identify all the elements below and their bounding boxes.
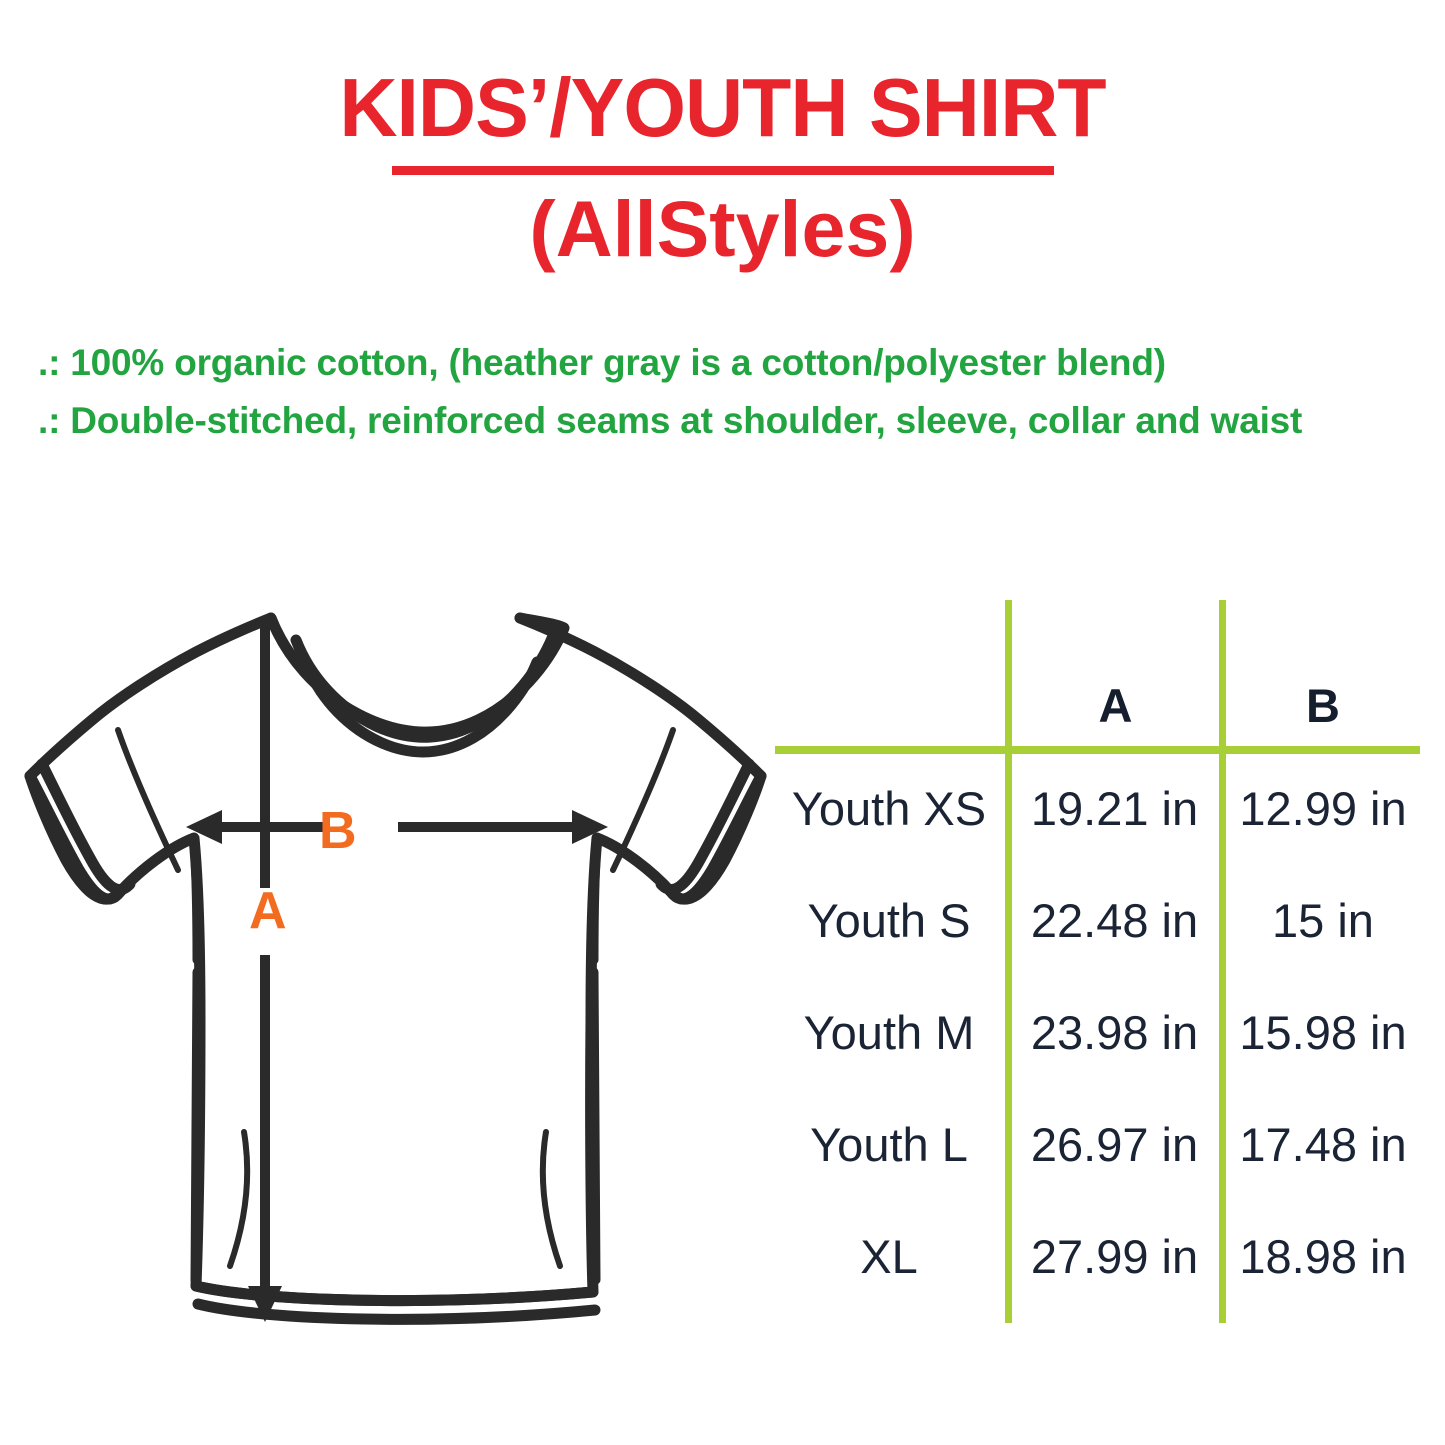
feature-list: .: 100% organic cotton, (heather gray is… (38, 334, 1428, 450)
cell-a: 19.21 in (1030, 782, 1199, 835)
cell-a: 22.48 in (1030, 894, 1199, 947)
measure-a-arrowhead (248, 1286, 282, 1322)
shirt-diagram (8, 580, 788, 1340)
cell-size: Youth XS (791, 782, 987, 835)
cell-b: 17.48 in (1239, 1118, 1407, 1171)
tshirt-outline-icon (24, 612, 767, 1325)
table-row: Youth M 23.98 in 15.98 in (775, 982, 1420, 1083)
cell-b: 18.98 in (1239, 1230, 1407, 1283)
cell-b: 12.99 in (1239, 782, 1407, 835)
cell-a: 27.99 in (1030, 1230, 1199, 1283)
cell-size: Youth L (810, 1118, 968, 1171)
page-title: KIDS’/YOUTH SHIRT (339, 61, 1106, 154)
page-subtitle: (AllStyles) (529, 184, 916, 273)
cell-a: 23.98 in (1030, 1006, 1199, 1059)
cell-size: Youth S (807, 894, 971, 947)
cell-b: 15 in (1272, 894, 1374, 947)
feature-line-construction: .: Double-stitched, reinforced seams at … (38, 400, 1303, 441)
table-header-b: B (1306, 679, 1340, 732)
cell-size: XL (860, 1230, 918, 1283)
title-block: KIDS’/YOUTH SHIRT (AllStyles) (0, 62, 1445, 272)
feature-line-material: .: 100% organic cotton, (heather gray is… (38, 342, 1166, 383)
table-row: Youth XS 19.21 in 12.99 in (775, 758, 1420, 859)
table-vertical-divider-1 (1005, 600, 1012, 1323)
table-row: XL 27.99 in 18.98 in (775, 1206, 1420, 1307)
size-chart-table: A B Youth XS 19.21 in 12.99 in Youth S 2… (775, 600, 1420, 1325)
cell-b: 15.98 in (1239, 1006, 1407, 1059)
measure-label-a: A (249, 882, 287, 940)
table-row: Youth S 22.48 in 15 in (775, 870, 1420, 971)
cell-size: Youth M (803, 1006, 975, 1059)
measure-b-arrowhead-left (186, 810, 222, 844)
table-header-divider (775, 746, 1420, 754)
title-underline-rule (391, 166, 1054, 175)
measure-label-b: B (319, 802, 357, 860)
table-vertical-divider-2 (1219, 600, 1226, 1323)
measure-b-arrowhead-right (572, 810, 608, 844)
table-header-a: A (1098, 679, 1133, 732)
table-row: Youth L 26.97 in 17.48 in (775, 1094, 1420, 1195)
cell-a: 26.97 in (1030, 1118, 1199, 1171)
